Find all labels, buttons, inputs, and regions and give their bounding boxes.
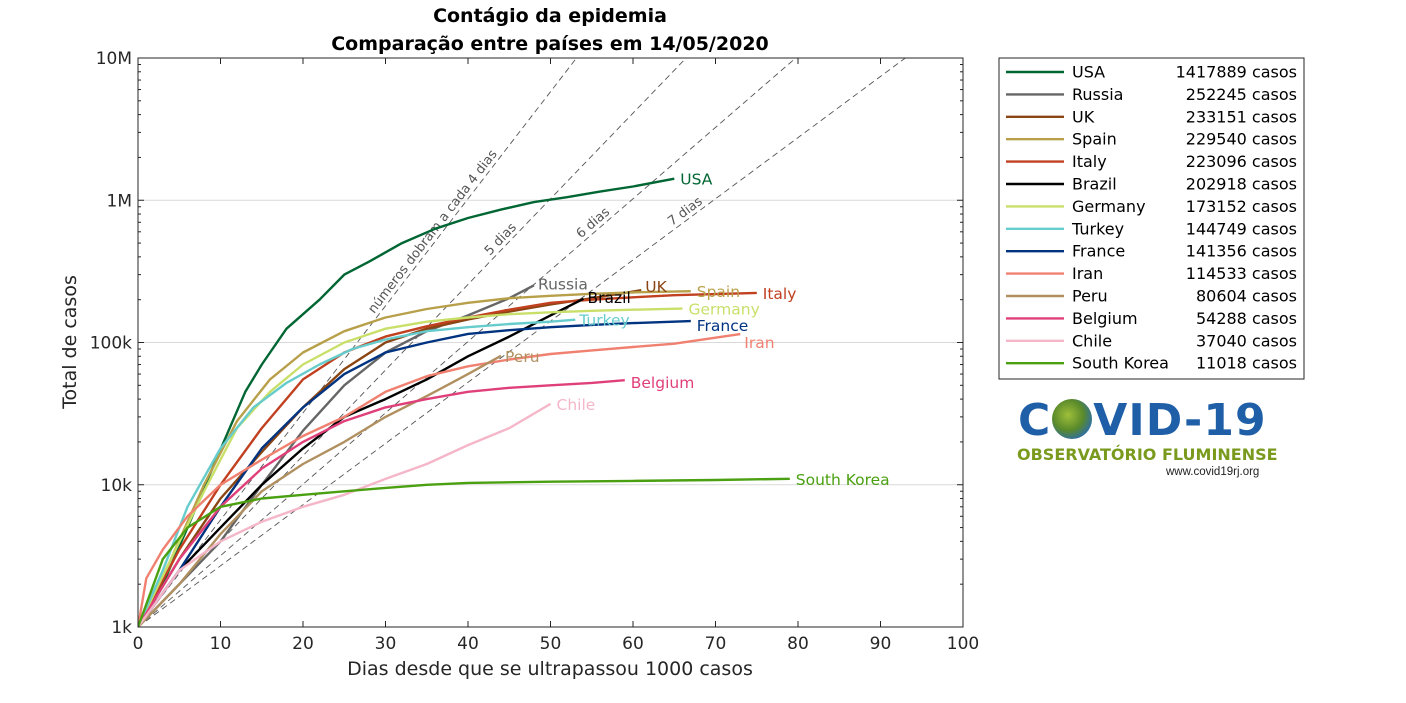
x-tick-label: 0 — [133, 634, 144, 654]
legend-entry-name: Russia — [1072, 85, 1123, 104]
legend-entry-cases: 173152 casos — [1186, 197, 1297, 216]
legend-entry-cases: 223096 casos — [1186, 152, 1297, 171]
series-line-peru — [138, 354, 502, 627]
legend-entry-cases: 114533 casos — [1186, 264, 1297, 283]
legend-entry-cases: 80604 casos — [1196, 287, 1297, 306]
virus-icon — [1052, 399, 1093, 439]
legend-entry-cases: 1417889 casos — [1176, 63, 1297, 82]
legend-entry-cases: 11018 casos — [1196, 354, 1297, 373]
series-line-south-korea — [138, 477, 790, 627]
logo-url: www.covid19rj.org — [1166, 466, 1260, 478]
legend-entry-cases: 202918 casos — [1186, 175, 1297, 194]
series-line-uk — [138, 289, 642, 627]
series-end-label: France — [697, 317, 749, 335]
x-axis-ticks: 0 10 20 30 40 50 60 70 80 90 100 — [133, 58, 979, 654]
x-tick-label: 70 — [705, 634, 727, 654]
legend-entry-cases: 144749 casos — [1186, 219, 1297, 238]
series-end-label: USA — [680, 171, 712, 189]
legend-entry-name: Germany — [1072, 197, 1146, 216]
y-tick-label: 10M — [96, 49, 132, 69]
y-tick-label: 100k — [90, 334, 132, 354]
legend-entry-name: France — [1072, 242, 1125, 261]
series-line-france — [138, 319, 691, 627]
x-tick-label: 10 — [210, 634, 232, 654]
series-end-label: Chile — [557, 396, 596, 414]
legend-entry-name: Brazil — [1072, 175, 1117, 194]
y-tick-label: 1M — [107, 191, 132, 211]
legend-entry-name: Peru — [1072, 287, 1108, 306]
reference-line-4-days — [138, 58, 578, 627]
legend-entry-name: Turkey — [1071, 219, 1124, 238]
y-axis-ticks: 1k 10k 100k 1M 10M — [90, 49, 963, 638]
series-line-spain — [138, 290, 691, 627]
y-axis-label: Total de casos — [59, 275, 81, 410]
x-tick-label: 30 — [375, 634, 397, 654]
legend-entry-cases: 252245 casos — [1186, 85, 1297, 104]
series-end-label: Germany — [689, 301, 760, 319]
series-line-russia — [138, 284, 535, 627]
legend-entry-name: UK — [1072, 107, 1095, 126]
legend-entry-cases: 229540 casos — [1186, 130, 1297, 149]
logo-title: C VID-19 — [1018, 398, 1267, 444]
reference-line-6-days — [138, 58, 797, 627]
covid19-logo: C VID-19 OBSERVATÓRIO FLUMINENSE www.covi… — [1012, 398, 1302, 488]
x-tick-label: 20 — [292, 634, 314, 654]
chart-subtitle: Comparação entre países em 14/05/2020 — [331, 33, 769, 55]
series-end-labels: USA Russia UK Spain Italy Brazil Germany Turkey… — [505, 171, 890, 489]
legend-box — [998, 57, 1305, 380]
series-line-chile — [138, 402, 552, 627]
legend-entry-name: Iran — [1072, 264, 1103, 283]
chart-title: Contágio da epidemia — [433, 5, 667, 27]
legend-entry-name: USA — [1072, 63, 1105, 82]
series-end-label: Belgium — [631, 374, 695, 392]
x-tick-label: 90 — [870, 634, 892, 654]
legend-entry-name: South Korea — [1072, 354, 1169, 373]
series-line-turkey — [138, 318, 576, 627]
x-axis-label: Dias desde que se ultrapassou 1000 casos — [347, 658, 753, 680]
series-end-label: Peru — [505, 348, 540, 366]
y-tick-label: 1k — [111, 618, 132, 638]
series-end-label: Iran — [744, 334, 774, 352]
series-lines — [138, 177, 790, 627]
series-end-label: Turkey — [578, 312, 629, 330]
legend-entry-name: Italy — [1072, 152, 1107, 171]
series-end-label: South Korea — [796, 471, 890, 489]
legend-entry-name: Belgium — [1072, 309, 1138, 328]
logo-title-right: VID-19 — [1093, 395, 1267, 446]
series-end-label: UK — [645, 278, 667, 296]
legend-entry-cases: 37040 casos — [1196, 331, 1297, 350]
legend-entry-cases: 233151 casos — [1186, 107, 1297, 126]
legend-entry-name: Spain — [1072, 130, 1117, 149]
series-end-label: Russia — [538, 275, 588, 293]
series-line-brazil — [138, 297, 585, 627]
legend-entry-cases: 54288 casos — [1196, 309, 1297, 328]
series-line-italy — [138, 291, 757, 627]
x-tick-label: 100 — [947, 634, 979, 654]
legend: USA 1417889 casos Russia 252245 casos UK 2331… — [998, 57, 1305, 380]
series-line-germany — [138, 307, 683, 627]
x-tick-label: 80 — [787, 634, 809, 654]
x-tick-label: 40 — [457, 634, 479, 654]
series-end-label: Italy — [763, 285, 797, 303]
logo-title-left: C — [1018, 395, 1052, 446]
x-tick-label: 50 — [540, 634, 562, 654]
y-tick-label: 10k — [101, 476, 133, 496]
x-tick-label: 60 — [622, 634, 644, 654]
legend-entry-cases: 141356 casos — [1186, 242, 1297, 261]
series-line-iran — [138, 332, 741, 627]
series-end-label: Spain — [697, 283, 740, 301]
series-end-label: Brazil — [588, 289, 631, 307]
legend-entry-name: Chile — [1072, 331, 1112, 350]
logo-subtitle: OBSERVATÓRIO FLUMINENSE — [1017, 445, 1278, 464]
